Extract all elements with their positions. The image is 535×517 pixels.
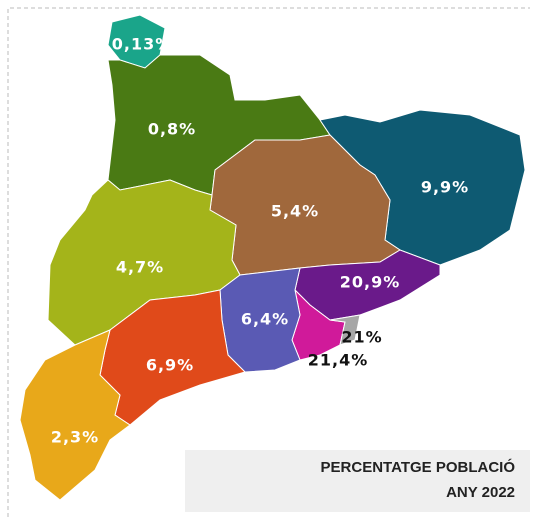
region-label: 21% — [341, 328, 382, 347]
region-label: 0,8% — [148, 120, 196, 139]
region-label: 2,3% — [51, 428, 99, 447]
region-label: 21,4% — [308, 351, 369, 370]
region — [19, 329, 131, 501]
region-label: 4,7% — [116, 258, 164, 277]
region-label: 6,9% — [146, 356, 194, 375]
region — [329, 314, 361, 346]
region-label: 5,4% — [271, 202, 319, 221]
legend-box — [185, 450, 530, 512]
region-label: 9,9% — [421, 178, 469, 197]
legend-line: PERCENTATGE POBLACIÓ — [321, 458, 516, 476]
legend-line: ANY 2022 — [446, 484, 515, 501]
region-label: 20,9% — [340, 273, 401, 292]
region-label: 0,13% — [112, 35, 173, 54]
frame — [7, 7, 530, 517]
regions: 0,13% 0,8% 9,9% 5,4% 4,7% 20,9% 21,4% 21% 6,4% 6,… — [19, 14, 526, 501]
region-label: 6,4% — [241, 310, 289, 329]
